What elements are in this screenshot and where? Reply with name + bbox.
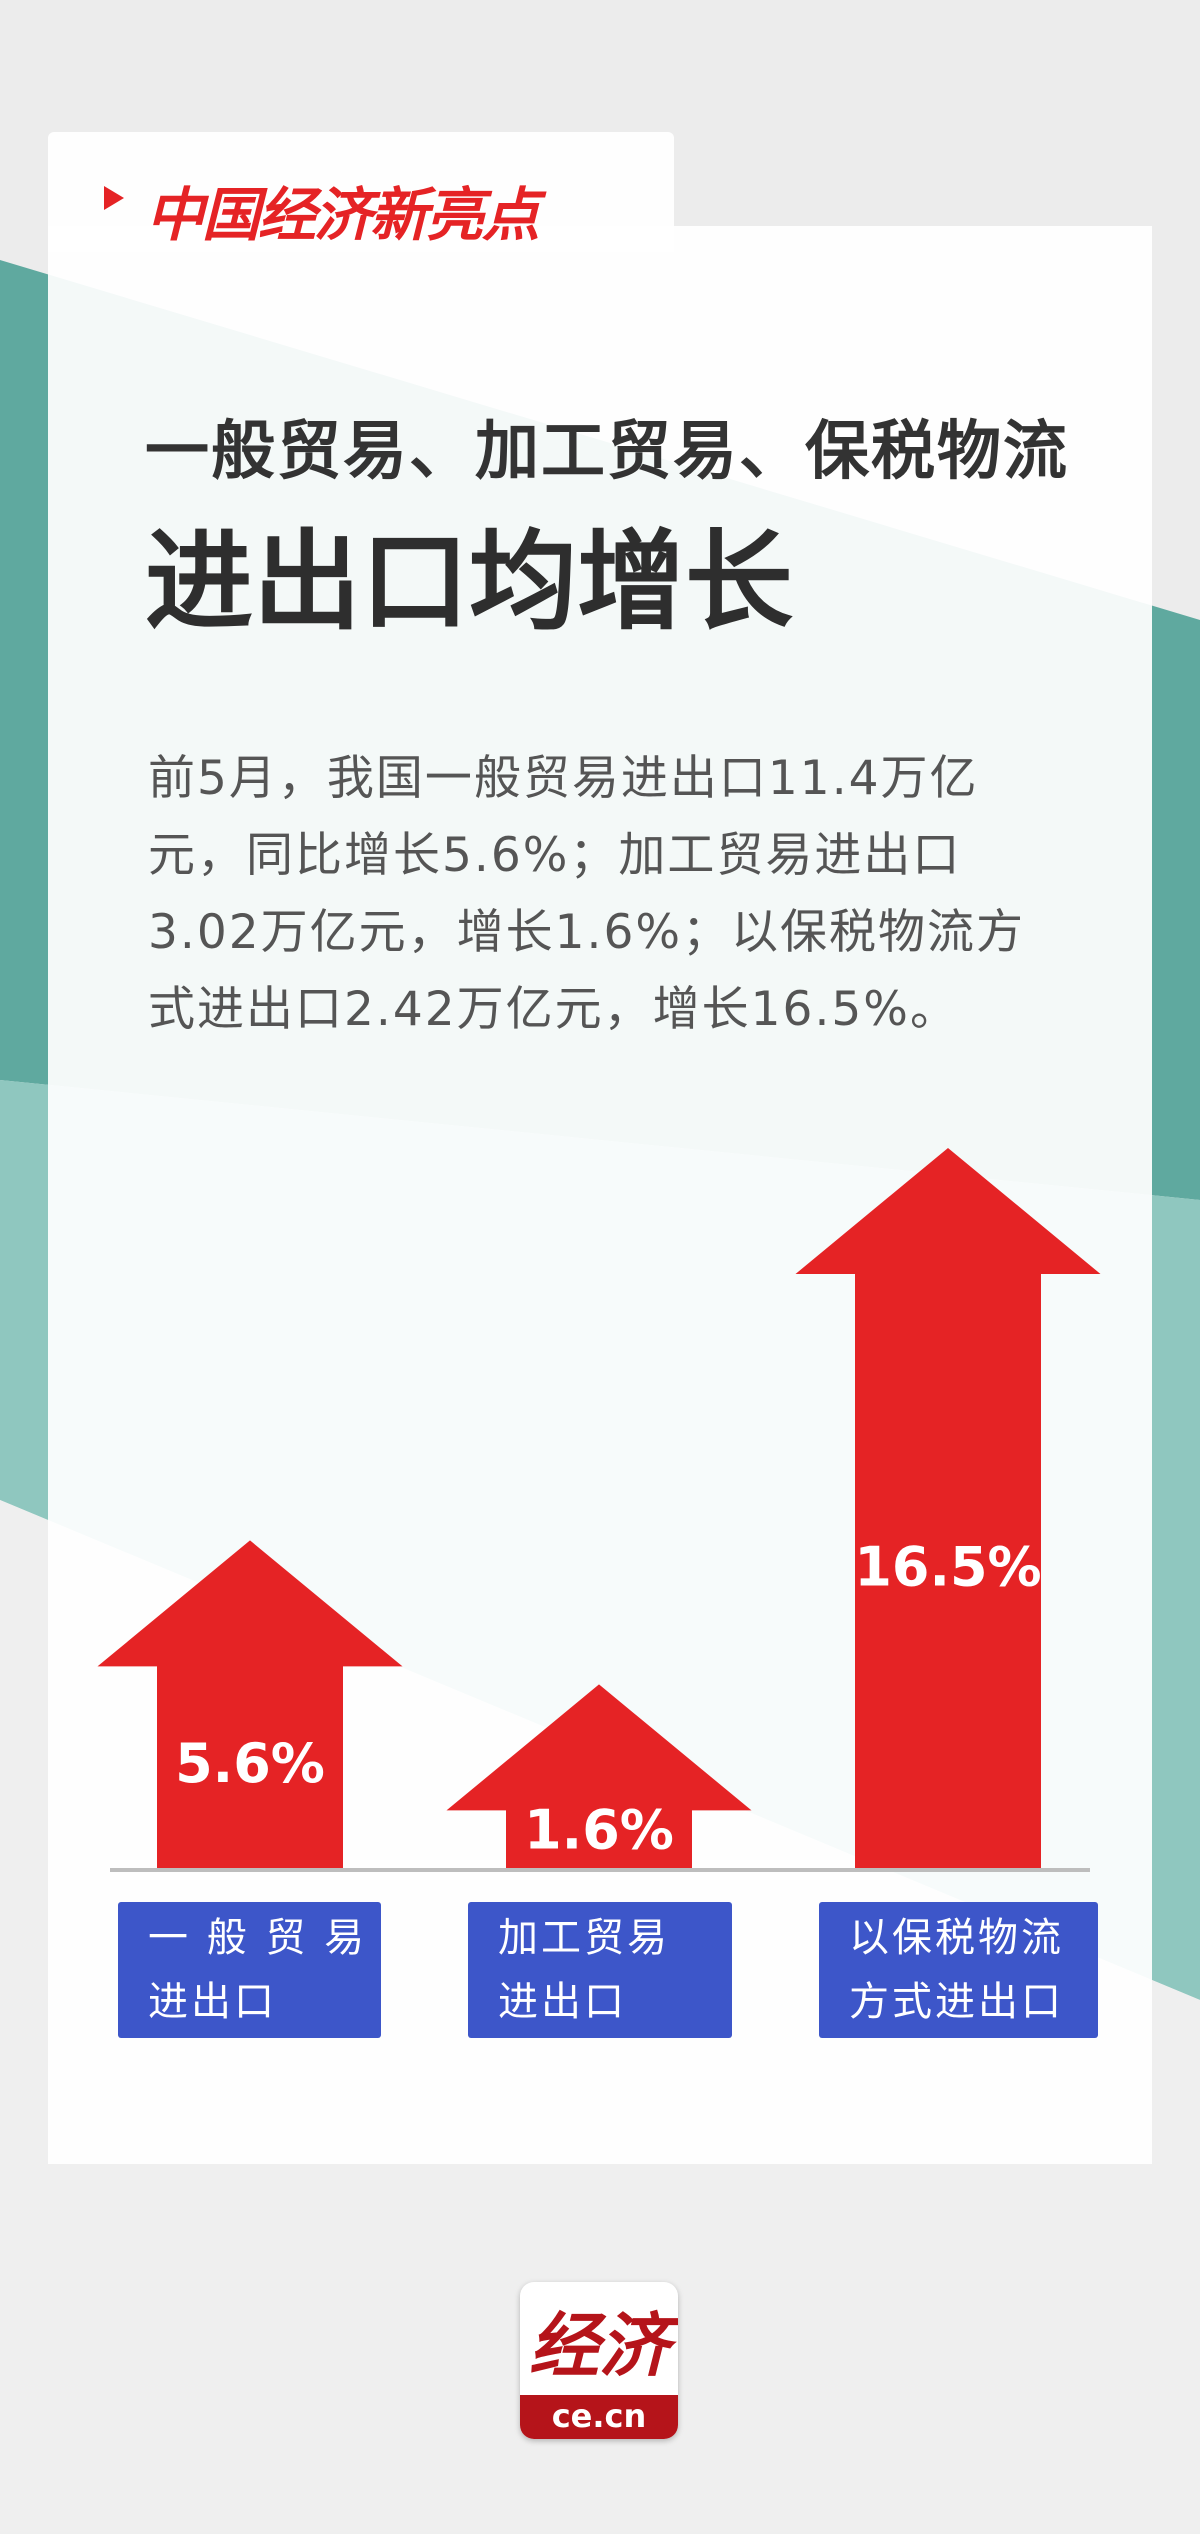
logo: 经济 ce.cn xyxy=(520,2282,678,2439)
arrow-bar xyxy=(97,1540,403,1868)
logo-text: 经济 xyxy=(529,2304,669,2387)
value-label: 16.5% xyxy=(854,1536,1041,1599)
title-line: 一般贸易、加工贸易、保税物流 xyxy=(145,415,1069,489)
logo-domain: ce.cn xyxy=(520,2395,678,2439)
description: 前5月，我国一般贸易进出口11.4万亿元，同比增长5.6%；加工贸易进出口3.0… xyxy=(148,751,1026,1037)
value-label: 1.6% xyxy=(524,1799,674,1862)
arrow-bar xyxy=(446,1684,752,1868)
brand: 中国经济新亮点 xyxy=(146,181,540,249)
category-label: 以保税物流 方式进出口 xyxy=(819,1902,1098,2038)
arrow-bar xyxy=(795,1148,1101,1868)
category-label: 加工贸易 进出口 xyxy=(468,1902,732,2038)
title-line: 进出口均增长 xyxy=(145,520,794,645)
brand-marker xyxy=(104,186,124,210)
category-label: 一 般 贸 易 进出口 xyxy=(118,1902,381,2038)
value-label: 5.6% xyxy=(175,1732,325,1795)
